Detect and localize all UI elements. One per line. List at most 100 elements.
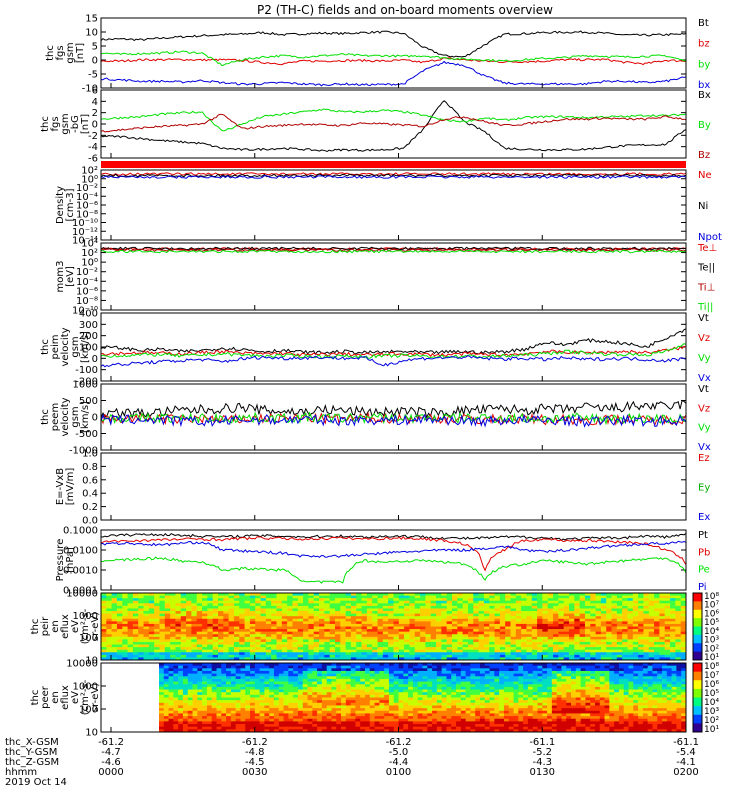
heatmap-cell bbox=[313, 629, 320, 633]
heatmap-cell bbox=[499, 641, 506, 645]
heatmap-cell bbox=[159, 657, 166, 661]
heatmap-cell bbox=[226, 710, 232, 714]
heatmap-cell bbox=[178, 713, 184, 717]
heatmap-cell bbox=[254, 684, 261, 688]
heatmap-cell bbox=[432, 708, 438, 712]
heatmap-cell bbox=[163, 702, 169, 706]
heatmap-cell bbox=[408, 713, 414, 717]
heatmap-cell bbox=[408, 726, 414, 730]
heatmap-cell bbox=[244, 595, 251, 599]
heatmap-cell bbox=[240, 668, 246, 672]
heatmap-cell bbox=[388, 600, 394, 604]
heatmap-cell bbox=[590, 647, 596, 651]
heatmap-cell bbox=[456, 726, 462, 730]
heatmap-cell bbox=[191, 641, 198, 645]
heatmap-cell bbox=[451, 697, 457, 701]
heatmap-cell bbox=[510, 613, 517, 617]
series-line bbox=[100, 411, 687, 427]
heatmap-cell bbox=[365, 697, 371, 701]
heatmap-cell bbox=[473, 636, 479, 640]
heatmap-cell bbox=[281, 634, 288, 638]
heatmap-cell bbox=[127, 654, 134, 658]
heatmap-cell bbox=[627, 652, 634, 656]
heatmap-cell bbox=[319, 641, 325, 645]
heatmap-cell bbox=[292, 636, 299, 640]
heatmap-cell bbox=[196, 598, 203, 602]
heatmap-cell bbox=[138, 613, 144, 617]
heatmap-cell bbox=[143, 634, 150, 638]
heatmap-cell bbox=[510, 608, 517, 612]
heatmap-cell bbox=[365, 686, 371, 690]
heatmap-cell bbox=[369, 686, 375, 690]
heatmap-cell bbox=[288, 694, 294, 698]
heatmap-cell bbox=[680, 595, 687, 599]
heatmap-cell bbox=[132, 618, 139, 622]
heatmap-cell bbox=[297, 708, 304, 712]
heatmap-cell bbox=[230, 694, 237, 698]
heatmap-cell bbox=[293, 686, 299, 690]
heatmap-cell bbox=[355, 724, 361, 728]
heatmap-cell bbox=[369, 726, 375, 730]
heatmap-cell bbox=[317, 663, 323, 667]
heatmap-cell bbox=[312, 716, 318, 720]
heatmap-cell bbox=[293, 668, 299, 672]
heatmap-cell bbox=[186, 631, 192, 635]
heatmap-cell bbox=[312, 729, 318, 733]
heatmap-cell bbox=[632, 598, 639, 602]
y-axis-label-line: E=-VxB bbox=[55, 468, 66, 505]
heatmap-cell bbox=[606, 600, 612, 604]
heatmap-cell bbox=[475, 710, 481, 714]
heatmap-cell bbox=[287, 611, 293, 615]
heatmap-cell bbox=[670, 634, 676, 638]
heatmap-cell bbox=[350, 694, 356, 698]
heatmap-cell bbox=[244, 613, 251, 617]
heatmap-cell bbox=[235, 692, 241, 696]
heatmap-cell bbox=[360, 702, 366, 706]
heatmap-cell bbox=[606, 631, 612, 635]
heatmap-cell bbox=[148, 647, 155, 651]
heatmap-cell bbox=[467, 611, 474, 615]
heatmap-cell bbox=[377, 598, 384, 602]
heatmap-cell bbox=[393, 702, 399, 706]
heatmap-cell bbox=[307, 726, 313, 730]
heatmap-cell bbox=[187, 668, 193, 672]
heatmap-cell bbox=[404, 598, 410, 602]
heatmap-cell bbox=[187, 713, 193, 717]
heatmap-cell bbox=[360, 716, 366, 720]
heatmap-cell bbox=[622, 618, 628, 622]
y-axis-label-line: thc bbox=[45, 45, 56, 61]
heatmap-cell bbox=[563, 649, 570, 653]
heatmap-cell bbox=[216, 700, 222, 704]
heatmap-cell bbox=[302, 694, 308, 698]
heatmap-cell bbox=[175, 652, 182, 656]
heatmap-cell bbox=[355, 684, 361, 688]
heatmap-cell bbox=[138, 647, 144, 651]
colorbar-tick-label: 10⁵ bbox=[704, 618, 719, 628]
heatmap-cell bbox=[465, 673, 471, 677]
heatmap-cell bbox=[192, 729, 198, 733]
heatmap-cell bbox=[159, 593, 166, 596]
heatmap-cell bbox=[379, 713, 385, 717]
heatmap-cell bbox=[382, 603, 389, 607]
heatmap-cell bbox=[116, 621, 123, 625]
heatmap-cell bbox=[366, 644, 373, 648]
heatmap-cell bbox=[250, 702, 256, 706]
heatmap-cell bbox=[340, 634, 347, 638]
heatmap-cell bbox=[254, 694, 261, 698]
heatmap-cell bbox=[101, 621, 107, 625]
heatmap-cell bbox=[264, 724, 270, 728]
heatmap-cell bbox=[521, 611, 527, 615]
heatmap-cell bbox=[244, 652, 251, 656]
heatmap-cell bbox=[584, 634, 591, 638]
heatmap-cell bbox=[173, 673, 179, 677]
heatmap-cell bbox=[622, 641, 628, 645]
heatmap-cell bbox=[675, 644, 682, 648]
heatmap-cell bbox=[451, 710, 457, 714]
heatmap-cell bbox=[473, 598, 479, 602]
heatmap-cell bbox=[478, 600, 485, 604]
heatmap-cell bbox=[432, 713, 438, 717]
heatmap-cell bbox=[345, 605, 352, 609]
heatmap-cell bbox=[361, 631, 368, 635]
heatmap-cell bbox=[499, 629, 506, 633]
heatmap-cell bbox=[409, 631, 416, 635]
